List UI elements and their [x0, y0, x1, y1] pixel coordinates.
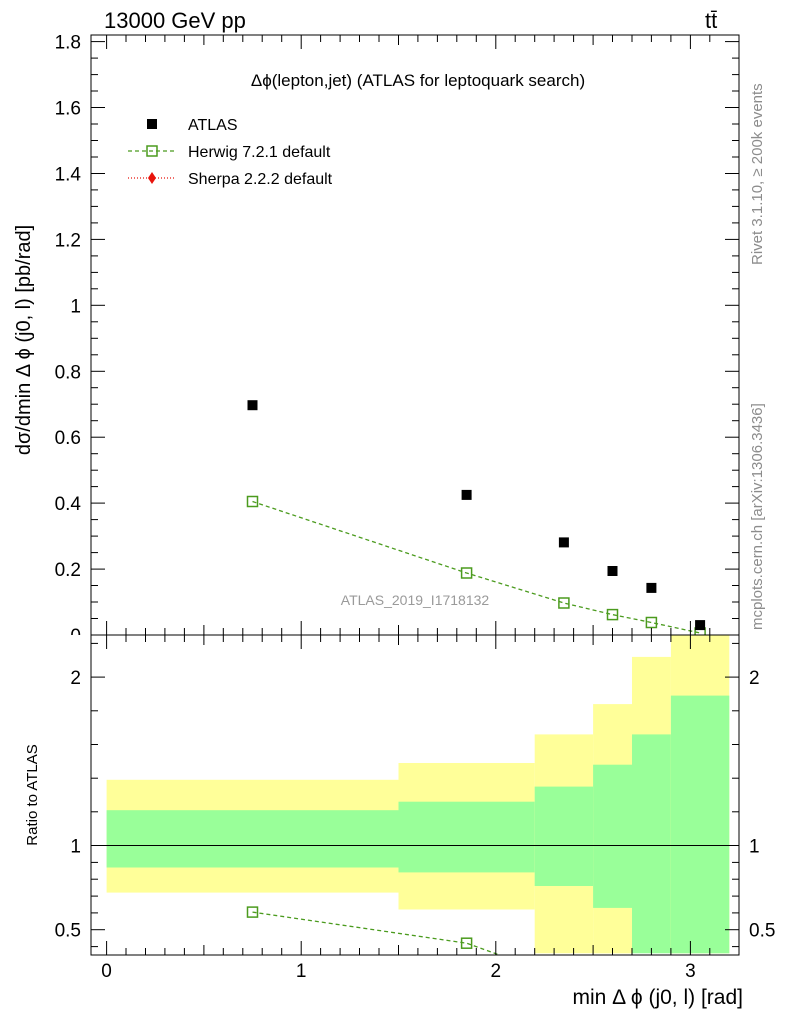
ratio-band-inner [106, 810, 399, 868]
ratio-y-axis-title: Ratio to ATLAS [24, 744, 41, 845]
ratio-y-tick-label-right: 2 [749, 668, 760, 689]
legend-atlas-label: ATLAS [188, 117, 238, 134]
main-y-tick-label: 0 [70, 626, 81, 647]
ratio-frame [90, 634, 740, 956]
x-tick-label: 2 [491, 961, 502, 982]
herwig-line [252, 500, 701, 634]
main-y-tick-label: 1.8 [55, 33, 81, 54]
process-label: tt̄ [705, 8, 717, 33]
legend-sherpa-label: Sherpa 2.2.2 default [188, 171, 333, 188]
ratio-panel: 0.5 0.5 1 1 2 2 0 1 2 3 [55, 634, 775, 982]
mcplots-label: mcplots.cern.ch [arXiv:1306.3436] [749, 403, 766, 630]
atlas-point [695, 620, 706, 631]
atlas-point [247, 400, 258, 411]
ratio-y-tick-label: 1 [70, 837, 81, 858]
chart-title: Δϕ(lepton,jet) (ATLAS for leptoquark sea… [251, 71, 585, 90]
legend: ATLAS Herwig 7.2.1 default Sherpa 2.2.2 … [128, 117, 333, 188]
herwig-point [460, 567, 473, 579]
main-y-tick-label: 0.4 [55, 494, 82, 515]
main-y-tick-label: 0.6 [55, 428, 81, 449]
x-tick-label: 0 [101, 961, 112, 982]
ratio-herwig-point [460, 937, 473, 949]
ratio-band-inner [398, 801, 535, 873]
rivet-label: Rivet 3.1.10, ≥ 200k events [749, 83, 766, 265]
ratio-herwig-point [246, 906, 259, 918]
main-y-axis-title: dσ/dmin Δ ϕ (j0, l) [pb/rad] [13, 225, 35, 455]
main-panel: 0 0.2 0.4 0.6 0.8 1 1.2 1.4 1.6 1.8 [55, 33, 740, 647]
main-y-tick-label: 1.2 [55, 230, 81, 251]
main-y-tick-label: 1 [70, 296, 81, 317]
herwig-point [645, 616, 658, 629]
main-y-tick-label: 0.8 [55, 362, 81, 383]
main-y-tick-label: 1.4 [55, 165, 82, 186]
legend-sherpa-marker [148, 172, 156, 184]
atlas-point [607, 566, 618, 576]
ratio-y-tick-label-right: 1 [749, 837, 760, 858]
ratio-band-inner [534, 786, 594, 886]
legend-herwig-label: Herwig 7.2.1 default [188, 144, 331, 161]
ratio-y-tick-label-right: 0.5 [749, 921, 775, 942]
main-y-tick-label: 0.2 [55, 560, 81, 581]
ratio-herwig-line [252, 911, 500, 956]
ratio-band-inner [670, 695, 730, 954]
analysis-watermark: ATLAS_2019_I1718132 [341, 592, 490, 608]
herwig-point [246, 495, 259, 508]
legend-herwig-marker [146, 145, 158, 157]
ratio-y-tick-label: 2 [70, 668, 81, 689]
legend-atlas-marker [147, 119, 157, 129]
herwig-point [558, 597, 570, 609]
ratio-band-inner [632, 734, 671, 954]
x-tick-label: 1 [296, 961, 307, 982]
atlas-point [461, 489, 472, 500]
herwig-point [606, 608, 619, 621]
x-tick-label: 3 [685, 961, 696, 982]
x-axis-title: min Δ ϕ (j0, l) [rad] [573, 986, 744, 1009]
ratio-band-inner [593, 764, 632, 908]
energy-label: 13000 GeV pp [104, 8, 246, 33]
atlas-point [558, 537, 569, 548]
main-y-tick-label: 1.6 [55, 99, 81, 120]
atlas-point [646, 582, 657, 593]
ratio-y-tick-label: 0.5 [55, 921, 81, 942]
